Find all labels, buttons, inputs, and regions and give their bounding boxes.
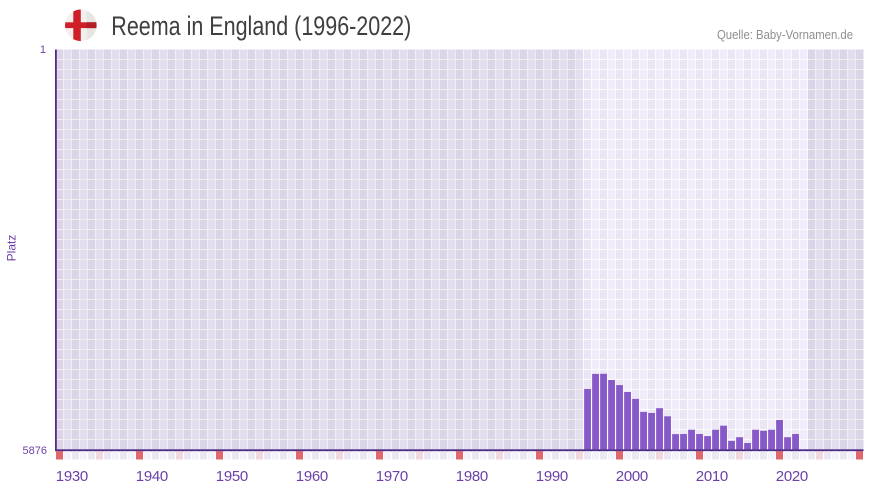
svg-text:1930: 1930	[56, 468, 88, 485]
svg-text:1960: 1960	[296, 468, 328, 485]
svg-text:Reema in England (1996-2022): Reema in England (1996-2022)	[111, 11, 411, 41]
svg-text:1950: 1950	[216, 468, 248, 485]
svg-text:1970: 1970	[376, 468, 408, 485]
svg-text:2000: 2000	[616, 468, 648, 485]
svg-text:5876: 5876	[23, 445, 47, 457]
svg-text:2020: 2020	[776, 468, 808, 485]
svg-text:Platz: Platz	[5, 235, 19, 262]
svg-text:1: 1	[40, 44, 46, 56]
svg-text:1980: 1980	[456, 468, 488, 485]
svg-text:1990: 1990	[536, 468, 568, 485]
svg-text:1940: 1940	[136, 468, 168, 485]
svg-text:2010: 2010	[696, 468, 728, 485]
svg-text:Quelle: Baby-Vornamen.de: Quelle: Baby-Vornamen.de	[717, 28, 853, 42]
